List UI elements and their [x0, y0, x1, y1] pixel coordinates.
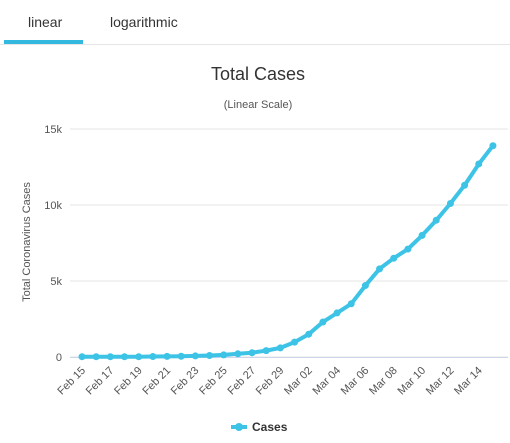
data-point[interactable]	[361, 282, 369, 290]
data-point[interactable]	[262, 347, 270, 355]
data-point[interactable]	[475, 160, 483, 168]
x-tick-label: Feb 29	[254, 365, 287, 398]
data-point[interactable]	[191, 352, 199, 360]
data-point[interactable]	[78, 353, 86, 361]
data-point[interactable]	[489, 142, 497, 150]
data-point[interactable]	[305, 330, 313, 338]
data-point[interactable]	[206, 351, 214, 359]
data-point[interactable]	[177, 352, 185, 360]
data-point[interactable]	[461, 181, 469, 189]
x-tick-label: Mar 14	[452, 365, 485, 398]
y-tick-label: 0	[56, 352, 62, 364]
x-tick-label: Feb 27	[225, 365, 258, 398]
y-tick-label: 10k	[44, 200, 62, 212]
data-point[interactable]	[418, 231, 426, 239]
active-tab-indicator	[4, 40, 83, 44]
x-tick-label: Feb 21	[140, 365, 173, 398]
tab-linear[interactable]: linear	[28, 14, 63, 30]
data-point[interactable]	[163, 352, 171, 360]
x-tick-label: Mar 02	[282, 365, 315, 398]
data-point[interactable]	[106, 353, 114, 361]
tab-logarithmic[interactable]: logarithmic	[110, 14, 178, 30]
chart-scale-tabs: linear logarithmic	[0, 0, 510, 45]
legend-cases-marker-icon	[235, 423, 243, 431]
y-axis-title: Total Coronavirus Cases	[21, 182, 33, 302]
legend[interactable]: Cases	[0, 416, 510, 438]
x-tick-label: Mar 12	[424, 365, 457, 398]
data-point[interactable]	[276, 344, 284, 352]
data-point[interactable]	[404, 245, 412, 253]
x-tick-label: Mar 10	[395, 365, 428, 398]
x-tick-label: Mar 04	[310, 365, 343, 398]
chart-subtitle: (Linear Scale)	[223, 99, 293, 111]
y-axis: 0 5k 10k 15k	[44, 124, 62, 364]
x-tick-label: Feb 19	[112, 365, 145, 398]
data-point[interactable]	[446, 199, 454, 207]
data-point[interactable]	[220, 351, 228, 359]
gridlines	[70, 128, 508, 358]
data-point[interactable]	[432, 216, 440, 224]
data-point[interactable]	[92, 353, 100, 361]
x-tick-label: Feb 23	[169, 365, 202, 398]
x-tick-label: Feb 17	[84, 365, 117, 398]
x-tick-label: Mar 08	[367, 365, 400, 398]
x-tick-label: Feb 15	[55, 365, 88, 398]
data-point[interactable]	[319, 318, 327, 326]
y-tick-label: 5k	[50, 276, 62, 288]
legend-item-cases[interactable]: Cases	[252, 420, 288, 434]
data-point[interactable]	[376, 265, 384, 273]
data-point[interactable]	[390, 254, 398, 262]
chart-title: Total Cases	[210, 64, 306, 84]
data-point[interactable]	[248, 349, 256, 357]
data-point[interactable]	[234, 350, 242, 358]
data-point[interactable]	[347, 300, 355, 308]
data-point[interactable]	[135, 353, 143, 361]
data-point[interactable]	[333, 309, 341, 317]
data-point[interactable]	[121, 353, 129, 361]
series-line-cases	[80, 143, 495, 359]
data-point[interactable]	[149, 353, 157, 361]
data-point[interactable]	[291, 338, 299, 346]
series-layer	[78, 142, 497, 361]
x-tick-label: Mar 06	[339, 365, 372, 398]
y-tick-label: 15k	[44, 124, 62, 136]
x-tick-label: Feb 25	[197, 365, 230, 398]
